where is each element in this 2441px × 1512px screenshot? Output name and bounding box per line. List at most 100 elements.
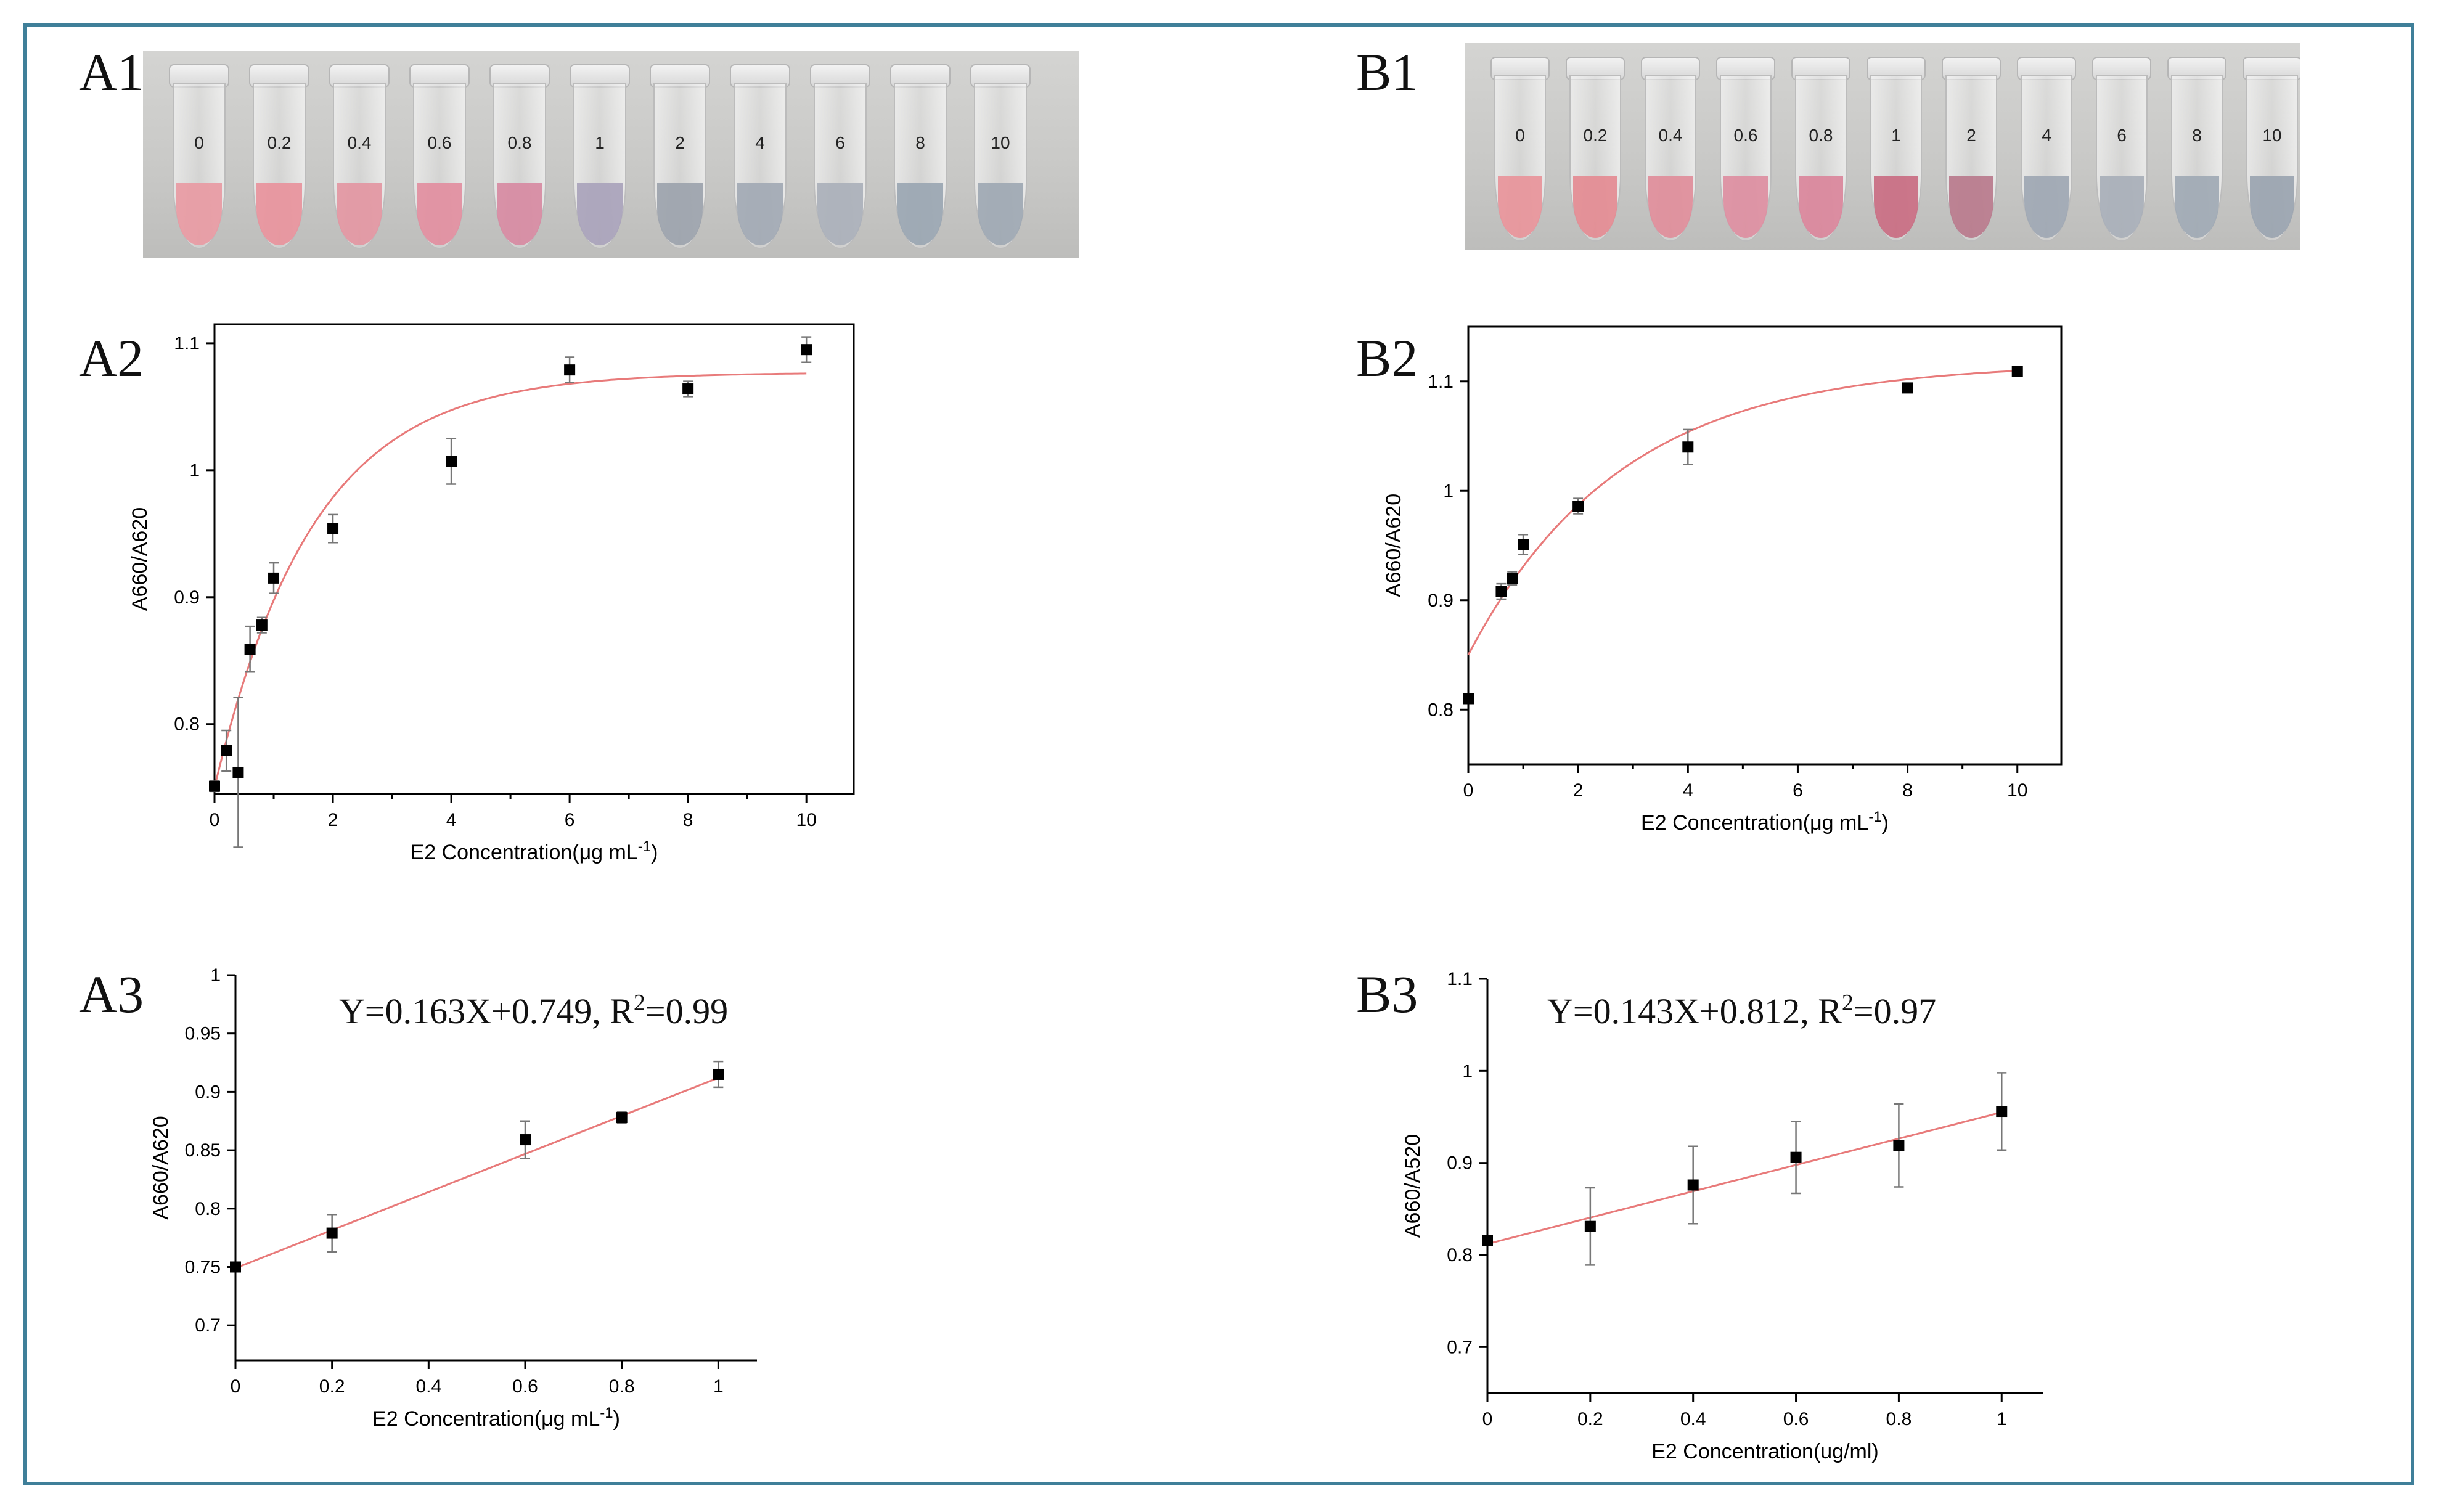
tube-b1-6: 2 [1942, 57, 2001, 242]
y-tick-label: 0.9 [174, 587, 200, 608]
tube-solution [176, 182, 222, 245]
data-point [713, 1068, 724, 1080]
data-point [1507, 573, 1518, 584]
y-tick-label: 0.8 [174, 714, 200, 735]
data-point [1482, 1235, 1493, 1246]
data-point [326, 1227, 338, 1239]
tube-solution [1874, 175, 1918, 238]
regression-equation-sup: 2 [634, 990, 645, 1016]
x-tick-label: 0.2 [319, 1376, 345, 1397]
tube-solution [737, 182, 783, 245]
x-tick-label: 0.6 [1783, 1409, 1809, 1429]
x-tick-label: 0 [1463, 780, 1474, 801]
tube-concentration-label: 2 [675, 133, 685, 152]
tube-a1-8: 6 [810, 64, 870, 249]
data-point [1682, 441, 1694, 453]
y-tick-label: 0.7 [195, 1315, 221, 1336]
x-axis-title: E2 Concentration(μg mL-1) [411, 838, 658, 865]
tube-concentration-label: 1 [1891, 126, 1901, 145]
tube-concentration-label: 8 [2192, 126, 2202, 145]
data-point [230, 1261, 241, 1273]
tube-b1-2: 0.4 [1641, 57, 1700, 242]
x-tick-label: 0 [1482, 1409, 1493, 1429]
tube-a1-4: 0.8 [489, 64, 550, 249]
tube-solution [1648, 175, 1693, 238]
tube-solution [497, 182, 542, 245]
tube-photo-a1: 0 0.2 0.4 0.6 0.8 1 2 4 6 8 10 [143, 51, 1079, 258]
data-point [2011, 366, 2023, 377]
tube-solution [337, 182, 382, 245]
tube-concentration-label: 0.8 [507, 133, 532, 152]
x-tick-label: 0 [231, 1376, 241, 1397]
data-point [1518, 539, 1529, 550]
data-point [1893, 1140, 1905, 1151]
tube-solution [978, 182, 1023, 245]
fit-line [235, 1077, 719, 1269]
x-tick-label: 0.8 [1886, 1409, 1912, 1429]
x-tick-label: 8 [683, 810, 693, 830]
tube-solution [897, 182, 943, 245]
x-axis-title-close: ) [613, 1407, 620, 1431]
x-tick-label: 0.4 [415, 1376, 441, 1397]
data-point [1902, 382, 1913, 394]
tube-concentration-label: 4 [755, 133, 765, 152]
x-tick-label: 0.8 [609, 1376, 635, 1397]
tube-concentration-label: 10 [991, 133, 1010, 152]
x-axis-title-close: ) [1882, 811, 1889, 835]
tube-concentration-label: 0.4 [1658, 126, 1683, 145]
data-point [244, 644, 256, 655]
tube-concentration-label: 6 [835, 133, 845, 152]
tube-b1-0: 0 [1490, 57, 1550, 242]
tube-solution [2250, 175, 2294, 238]
y-tick-label: 1.1 [174, 333, 200, 354]
tube-solution [256, 182, 302, 245]
data-point [564, 364, 576, 376]
fit-line [1467, 370, 2018, 656]
tube-a1-6: 2 [650, 64, 710, 249]
tube-solution [1949, 175, 1993, 238]
tube-a1-10: 10 [970, 64, 1031, 249]
y-axis-title: A660/A520 [1401, 1134, 1425, 1238]
plot-frame [1467, 325, 2063, 766]
tube-concentration-label: 6 [2117, 126, 2127, 145]
tube-b1-5: 1 [1867, 57, 1926, 242]
data-point [682, 383, 694, 395]
y-axis-title: A660/A620 [128, 507, 152, 611]
figure-frame [23, 23, 2414, 1485]
tube-a1-0: 0 [169, 64, 229, 249]
panel-label-a3: A3 [79, 965, 144, 1024]
x-axis-title: E2 Concentration(μg mL-1) [372, 1405, 620, 1431]
x-tick-label: 1 [713, 1376, 724, 1397]
panel-label-a1: A1 [79, 43, 144, 102]
plot-b2: 0 2 4 6 8 10 0.8 0.9 1 1.1 E2 Concentration(μg mL-… [1382, 325, 2063, 835]
x-tick-label: 10 [2007, 780, 2027, 801]
tube-concentration-label: 2 [1966, 126, 1976, 145]
y-tick-label: 0.9 [1428, 590, 1454, 611]
y-tick-label: 1 [1462, 1061, 1473, 1081]
tube-b1-4: 0.8 [1791, 57, 1850, 242]
plot-a2: 0 2 4 6 8 10 0.8 0.9 1 1.1 E2 Concentration(μg mL-… [128, 323, 855, 865]
x-axis-title: E2 Concentration(ug/ml) [1651, 1440, 1879, 1463]
tube-a1-7: 4 [730, 64, 790, 249]
tube-solution [1498, 175, 1542, 238]
tube-concentration-label: 0 [194, 133, 204, 152]
y-tick-label: 0.8 [195, 1199, 221, 1219]
tube-b1-3: 0.6 [1716, 57, 1775, 242]
x-tick-label: 6 [1793, 780, 1803, 801]
regression-equation-tail: =0.97 [1854, 991, 1936, 1031]
tube-solution [817, 182, 863, 245]
data-point [520, 1134, 531, 1146]
data-point [1584, 1220, 1596, 1232]
tube-concentration-label: 0.2 [1583, 126, 1608, 145]
tube-concentration-label: 0 [1515, 126, 1525, 145]
tube-concentration-label: 0.2 [267, 133, 292, 152]
tube-concentration-label: 10 [2262, 126, 2282, 145]
tube-concentration-label: 4 [2042, 126, 2051, 145]
tube-solution [657, 182, 703, 245]
tube-concentration-label: 1 [595, 133, 605, 152]
data-point [232, 766, 244, 778]
data-point [446, 456, 457, 467]
data-point [616, 1112, 628, 1124]
tube-a1-3: 0.6 [409, 64, 470, 249]
x-axis-title-sup: -1 [1868, 809, 1881, 825]
